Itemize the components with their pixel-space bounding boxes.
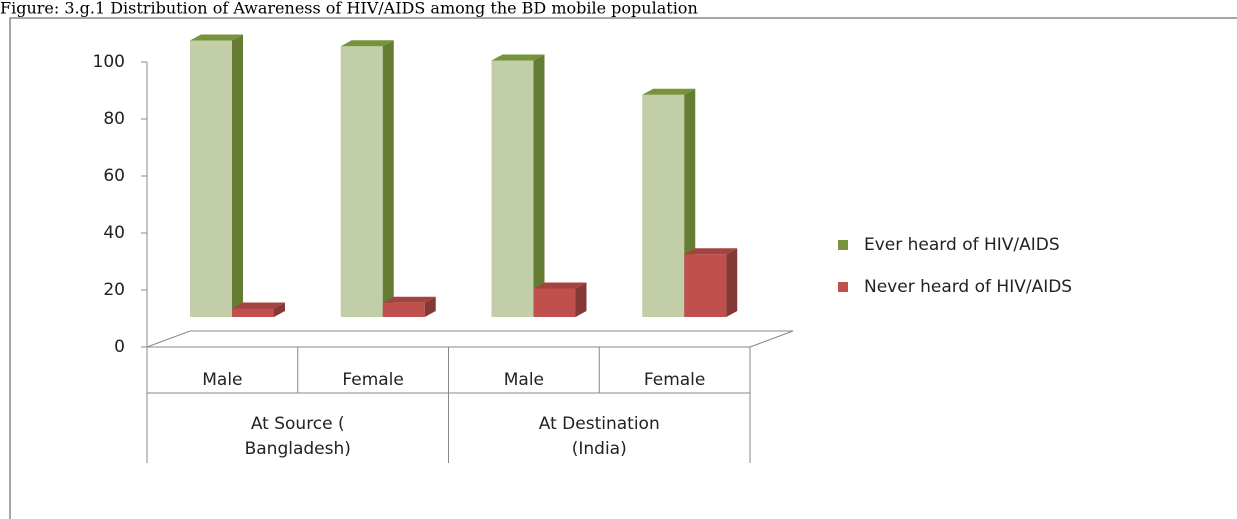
- bar-face: [491, 60, 534, 317]
- bar-face: [232, 308, 274, 317]
- bar-face: [684, 248, 738, 255]
- y-tick-label: 20: [103, 280, 125, 300]
- group-label: At Source (: [251, 414, 345, 434]
- bar-face: [684, 254, 727, 317]
- bar-face: [642, 88, 696, 95]
- x-tick-label: Male: [202, 370, 242, 390]
- bar-face: [533, 282, 587, 289]
- x-tick-label: Female: [342, 370, 403, 390]
- bar: [382, 296, 436, 317]
- bar-face: [340, 40, 394, 47]
- bar-face: [491, 54, 545, 61]
- x-tick-label: Female: [644, 370, 705, 390]
- bar-face: [424, 296, 436, 317]
- bar-face: [642, 94, 685, 317]
- chart-border: [9, 17, 1237, 519]
- bar-face: [726, 248, 738, 317]
- bar: [533, 282, 587, 317]
- bar: [190, 34, 243, 318]
- bar: [340, 40, 394, 317]
- group-label: Bangladesh): [245, 439, 351, 459]
- y-tick-label: 0: [114, 337, 125, 357]
- floor: [146, 330, 794, 348]
- legend-label: Ever heard of HIV/AIDS: [864, 235, 1060, 255]
- x-tick-label: Male: [504, 370, 544, 390]
- bar-face: [382, 302, 425, 317]
- y-tick-label: 40: [103, 223, 125, 243]
- legend-swatch: [838, 240, 848, 250]
- chart-title: Figure: 3.g.1 Distribution of Awareness …: [0, 0, 698, 18]
- bar-face: [274, 302, 285, 317]
- legend-label: Never heard of HIV/AIDS: [864, 277, 1072, 297]
- group-label: (India): [572, 439, 627, 459]
- bar-face: [382, 296, 436, 303]
- y-tick-label: 80: [103, 109, 125, 129]
- group-label: At Destination: [539, 414, 660, 434]
- bar-face: [533, 54, 545, 317]
- y-tick-label: 60: [103, 166, 125, 186]
- bar: [684, 248, 738, 317]
- y-tick-label: 100: [93, 52, 125, 72]
- bar-face: [190, 34, 243, 41]
- bar-face: [575, 282, 587, 317]
- bar-face: [340, 46, 383, 317]
- bar-face: [382, 40, 394, 317]
- legend-swatch: [838, 282, 848, 292]
- bar: [232, 302, 285, 317]
- bar-face: [533, 288, 576, 317]
- bar: [491, 54, 545, 317]
- bar-face: [232, 34, 243, 318]
- bar-face: [232, 302, 285, 309]
- bar-face: [190, 40, 232, 318]
